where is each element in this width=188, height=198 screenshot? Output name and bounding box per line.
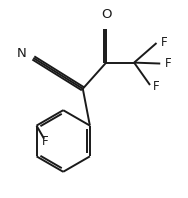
Text: F: F [161, 36, 168, 49]
Text: N: N [16, 47, 26, 60]
Text: O: O [101, 8, 111, 21]
Text: F: F [153, 80, 159, 93]
Text: F: F [165, 57, 171, 70]
Text: F: F [42, 135, 48, 148]
